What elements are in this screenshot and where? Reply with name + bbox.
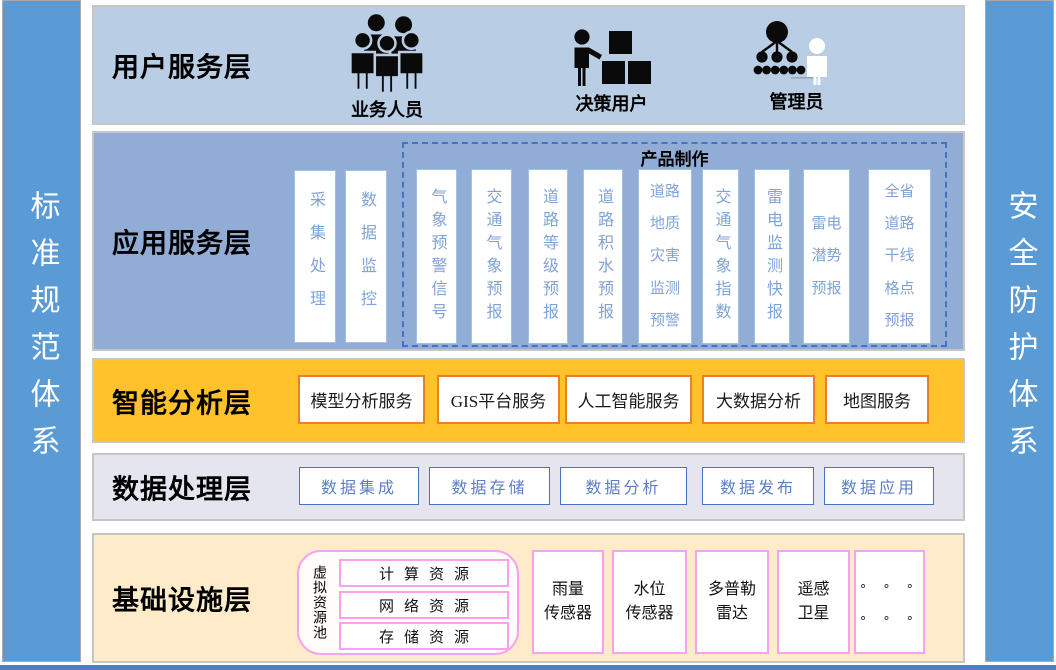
data-box: 数据发布	[702, 467, 814, 505]
product-box: 交通气象指数	[702, 169, 739, 344]
app-box-data-monitoring: 数据监控	[345, 170, 387, 343]
decision-user-boxes-icon	[573, 29, 651, 86]
app-box-label: 数据监控	[358, 190, 375, 323]
app-box-collection-processing: 采集处理	[294, 170, 336, 343]
product-box: 道路 地质 灾害 监测 预警	[638, 169, 692, 344]
product-group: 产品制作 气象预警信号 交通气象预报 道路等级预报 道路积水预报 道路 地质 灾…	[402, 142, 947, 347]
device-ellipsis-box: ∘ ∘ ∘ ∘ ∘ ∘	[854, 550, 925, 654]
data-box: 数据存储	[429, 467, 550, 505]
analysis-box: 人工智能服务	[565, 375, 692, 424]
sidebar-standards: 标准规范体系	[2, 0, 81, 662]
product-box-label: 交通气象指数	[712, 187, 730, 326]
product-box: 气象预警信号	[416, 169, 457, 344]
business-users-group-icon	[349, 14, 425, 93]
device-remote-sensing-satellite: 遥感 卫星	[777, 550, 850, 654]
app-box-label: 采集处理	[307, 190, 324, 323]
analysis-box: GIS平台服务	[437, 375, 560, 424]
device-rain-sensor: 雨量 传感器	[532, 550, 604, 654]
layer-application-services-label: 应用服务层	[112, 228, 252, 259]
role-admin: 管理员	[749, 21, 844, 114]
product-box-label: 气象预警信号	[428, 187, 446, 326]
sidebar-security-label: 安全防护体系	[1003, 190, 1037, 472]
analysis-box: 模型分析服务	[298, 375, 425, 424]
layer-intelligent-analysis: 智能分析层 模型分析服务 GIS平台服务 人工智能服务 大数据分析 地图服务	[92, 358, 965, 443]
resource-box: 计算资源	[339, 559, 509, 587]
layer-intelligent-analysis-label: 智能分析层	[112, 388, 252, 418]
product-box: 道路积水预报	[583, 169, 623, 344]
virtual-resource-pool: 虚拟资源池 计算资源 网络资源 存储资源	[297, 550, 519, 655]
product-box-label: 道路等级预报	[540, 187, 557, 326]
product-box-label: 交通气象预报	[483, 187, 501, 326]
layer-application-services: 应用服务层 采集处理 数据监控 产品制作 气象预警信号 交通气象预报 道路等级预…	[92, 131, 965, 351]
product-box-label: 雷电监测快报	[764, 187, 781, 326]
resource-box: 存储资源	[339, 622, 509, 650]
data-box: 数据应用	[824, 467, 934, 505]
role-name-admin: 管理员	[769, 92, 824, 112]
data-box: 数据集成	[299, 467, 419, 505]
analysis-box: 大数据分析	[702, 375, 815, 424]
product-group-title: 产品制作	[640, 150, 709, 169]
sidebar-standards-label: 标准规范体系	[25, 190, 59, 472]
product-box-label: 道路积水预报	[595, 187, 612, 326]
device-doppler-radar: 多普勒 雷达	[695, 550, 769, 654]
product-box: 全省 道路 干线 格点 预报	[868, 169, 931, 344]
layer-infrastructure-label: 基础设施层	[112, 585, 252, 616]
layer-user-services-label: 用户服务层	[112, 52, 252, 83]
resource-box: 网络资源	[339, 591, 509, 619]
layer-data-processing-label: 数据处理层	[112, 474, 252, 505]
role-business-users: 业务人员	[337, 13, 437, 122]
product-box: 道路等级预报	[528, 169, 568, 344]
role-decision-users: 决策用户	[559, 29, 664, 116]
product-box: 雷电监测快报	[754, 169, 790, 344]
layer-user-services: 用户服务层 业务人员 决策用户	[92, 5, 965, 125]
virtual-resource-pool-label: 虚拟资源池	[308, 552, 328, 653]
product-box: 交通气象预报	[471, 169, 512, 344]
product-box: 雷电 潜势 预报	[803, 169, 850, 344]
analysis-box: 地图服务	[825, 375, 929, 424]
role-name-decision-users: 决策用户	[575, 94, 648, 114]
bottom-accent-bar	[0, 665, 1056, 670]
admin-hierarchy-icon	[753, 21, 827, 85]
virtual-resource-pool-label-text: 虚拟资源池	[311, 565, 326, 640]
sidebar-security: 安全防护体系	[985, 0, 1054, 662]
data-box: 数据分析	[560, 467, 687, 505]
layer-data-processing: 数据处理层 数据集成 数据存储 数据分析 数据发布 数据应用	[92, 453, 965, 521]
device-water-level-sensor: 水位 传感器	[612, 550, 687, 654]
role-name-business-users: 业务人员	[351, 100, 423, 120]
layer-infrastructure: 基础设施层 虚拟资源池 计算资源 网络资源 存储资源 雨量 传感器 水位 传感器…	[92, 533, 965, 663]
